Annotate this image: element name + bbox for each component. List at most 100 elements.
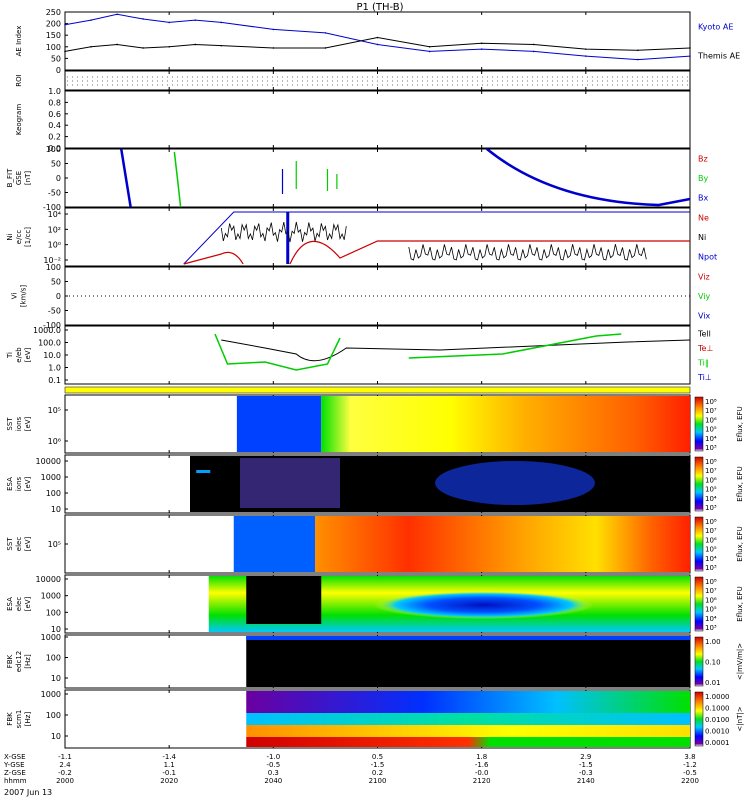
roi-panel-ylabel-line: ROI [15, 74, 23, 86]
x-axis-tick-label: 1.1 [164, 761, 175, 769]
date-label: 2007 Jun 13 [4, 788, 52, 797]
keogram-panel-ytick-label: 0.6 [48, 110, 61, 119]
esa-el-panel-colorbar-tick: 10⁷ [705, 587, 717, 595]
ae-data-point [194, 19, 197, 21]
fbk1-panel-colorbar-tick: 0.01 [705, 679, 721, 687]
esa-ion-panel-ytick-label: 1000 [41, 473, 61, 482]
sst-ion-block [321, 396, 690, 452]
ae-data-point [64, 50, 66, 53]
sst-el-panel-colorbar-tick: 10⁶ [705, 536, 717, 544]
sst-el-panel-colorbar-tick: 10⁵ [705, 546, 717, 554]
ti-panel-legend-item: Ti‖ [697, 358, 709, 367]
vi-panel-ytick-label: -50 [48, 307, 61, 316]
esa-el-panel-ylabel-line: elec [15, 597, 23, 612]
ae-data-point [168, 46, 170, 48]
x-axis-tick-label: 0.3 [268, 769, 279, 777]
sst-ion-panel-ylabel-line: SST [6, 417, 14, 431]
sst-el-panel-colorbar-tick: 10⁴ [705, 555, 717, 563]
ae-data-point [585, 48, 587, 50]
ti-tell-trace [221, 339, 691, 362]
x-axis-tick-label: -1.5 [579, 761, 593, 769]
fbk2-panel-colorbar-label: <|nT|> [736, 706, 744, 731]
esa-ion-panel-colorbar-tick: 10⁵ [705, 486, 717, 494]
x-axis-tick-label: 3.8 [684, 753, 695, 761]
esa-el-panel-colorbar-tick: 10⁸ [705, 578, 717, 586]
esa-el-panel-ytick-label: 10 [51, 625, 61, 634]
x-axis-tick-label: 2100 [369, 777, 387, 785]
ti-panel-ytick-label: 0.1 [48, 376, 61, 385]
bfit-panel-ylabel-line: GSE [15, 171, 23, 185]
x-axis-tick-label: -1.4 [162, 753, 176, 761]
fbk1-block [246, 636, 690, 687]
ti-panel-legend-item: Tell [697, 329, 711, 338]
x-axis-tick-label: 2.9 [580, 753, 591, 761]
ae-data-point [376, 36, 379, 39]
bfit-panel-legend-item: By [698, 174, 708, 183]
vi-panel-ylabel: Vi [km/s] [11, 285, 28, 308]
ae-data-point [194, 43, 197, 46]
ae-panel-ytick-label: 200 [46, 20, 61, 29]
fbk2-block [246, 725, 690, 737]
fbk1-panel-colorbar [694, 636, 704, 687]
x-axis-row-label: Y-GSE [3, 761, 25, 769]
esa-el-panel-ylabel-line: [eV] [24, 596, 32, 611]
esa-el-panel-colorbar-tick: 10⁶ [705, 596, 717, 604]
x-axis-tick-label: -0.0 [475, 769, 489, 777]
x-axis-tick-label: -1.5 [371, 761, 385, 769]
fbk1-panel-ytick-label: 1000 [41, 633, 61, 642]
sst-el-panel-colorbar [694, 516, 704, 572]
esa-el-panel-ytick-label: 100 [46, 608, 61, 617]
sst-ion-panel-colorbar-tick: 10⁸ [705, 398, 717, 406]
esa-ion-panel-colorbar-label: Eflux, EFU [736, 466, 744, 501]
fbk1-panel-colorbar-label: <|mV/m|> [736, 643, 744, 680]
x-axis-tick-label: -0.1 [162, 769, 176, 777]
ti-panel-ylabel-line: Ti [6, 352, 14, 359]
ae-data-point [428, 46, 431, 48]
esa-ion-panel-ylabel-line: ions [15, 476, 23, 491]
ae-panel-ylabel: AE Index [15, 26, 23, 57]
ni-npot-spike [286, 212, 290, 264]
x-axis-tick-label: -1.6 [475, 761, 489, 769]
esa-el-block [246, 576, 322, 624]
ae-data-point [532, 43, 535, 46]
keogram-panel-ylabel: Keogram [15, 104, 23, 135]
ae-series-line [64, 13, 691, 61]
sst-el-panel-ylabel-line: [eV] [24, 536, 32, 551]
sst-el-panel-colorbar-tick: 10³ [705, 564, 717, 572]
ae-data-point [428, 50, 431, 53]
x-axis-tick-label: -1.1 [58, 753, 72, 761]
sst-ion-panel-colorbar-tick: 10⁶ [705, 416, 717, 424]
sst-ion-panel-ytick-label: 10⁵ [48, 406, 61, 415]
ni-panel-frame [64, 207, 691, 267]
esa-el-panel-ylabel-line: ESA [6, 597, 14, 611]
keogram-panel-ylabel-line: Keogram [15, 104, 23, 135]
vi-panel-ylabel-line: Vi [11, 293, 19, 300]
x-axis-tick-label: -0.2 [58, 769, 72, 777]
fbk2-panel-colorbar-tick: 0.0010 [705, 728, 730, 736]
sst-ion-panel-ylabel-line: ions [15, 416, 23, 431]
fbk1-panel-ylabel-line: FBK [6, 654, 14, 668]
esa-ion-panel-colorbar [694, 456, 704, 512]
keogram-panel-ytick-label: 0.2 [48, 133, 61, 142]
ti-panel-ytick-label: 100.0 [38, 339, 61, 348]
ae-data-point [480, 42, 483, 45]
esa-el-panel-ytick-label: 1000 [41, 592, 61, 601]
esa-el-panel-colorbar-tick: 10⁵ [705, 606, 717, 614]
fbk2-panel-ylabel-line: FBK [6, 712, 14, 726]
sst-el-panel-ylabel-line: elec [15, 537, 23, 552]
bfit-bx-trace [120, 148, 132, 208]
ni-npot-trace [183, 211, 690, 265]
ae-data-point [90, 19, 92, 21]
ae-panel-legend-item: Kyoto AE [698, 23, 733, 32]
status-strip [64, 386, 691, 394]
ni-panel-legend-item: Ni [698, 233, 706, 242]
sst-ion-panel-colorbar-tick: 10⁵ [705, 426, 717, 434]
sst-el-panel-colorbar-tick: 10⁷ [705, 527, 717, 535]
bfit-panel-ytick-label: 50 [51, 160, 61, 169]
x-axis-tick-label: -0.5 [266, 761, 280, 769]
ae-data-point [142, 18, 144, 20]
esa-el-panel-ytick-label: 10000 [36, 575, 61, 584]
ni-panel-ytick-label: 10⁰ [48, 241, 61, 250]
sst-el-panel-colorbar-label: Eflux, EFU [736, 526, 744, 561]
fbk1-panel-colorbar-label-text: <|mV/m|> [736, 643, 744, 680]
